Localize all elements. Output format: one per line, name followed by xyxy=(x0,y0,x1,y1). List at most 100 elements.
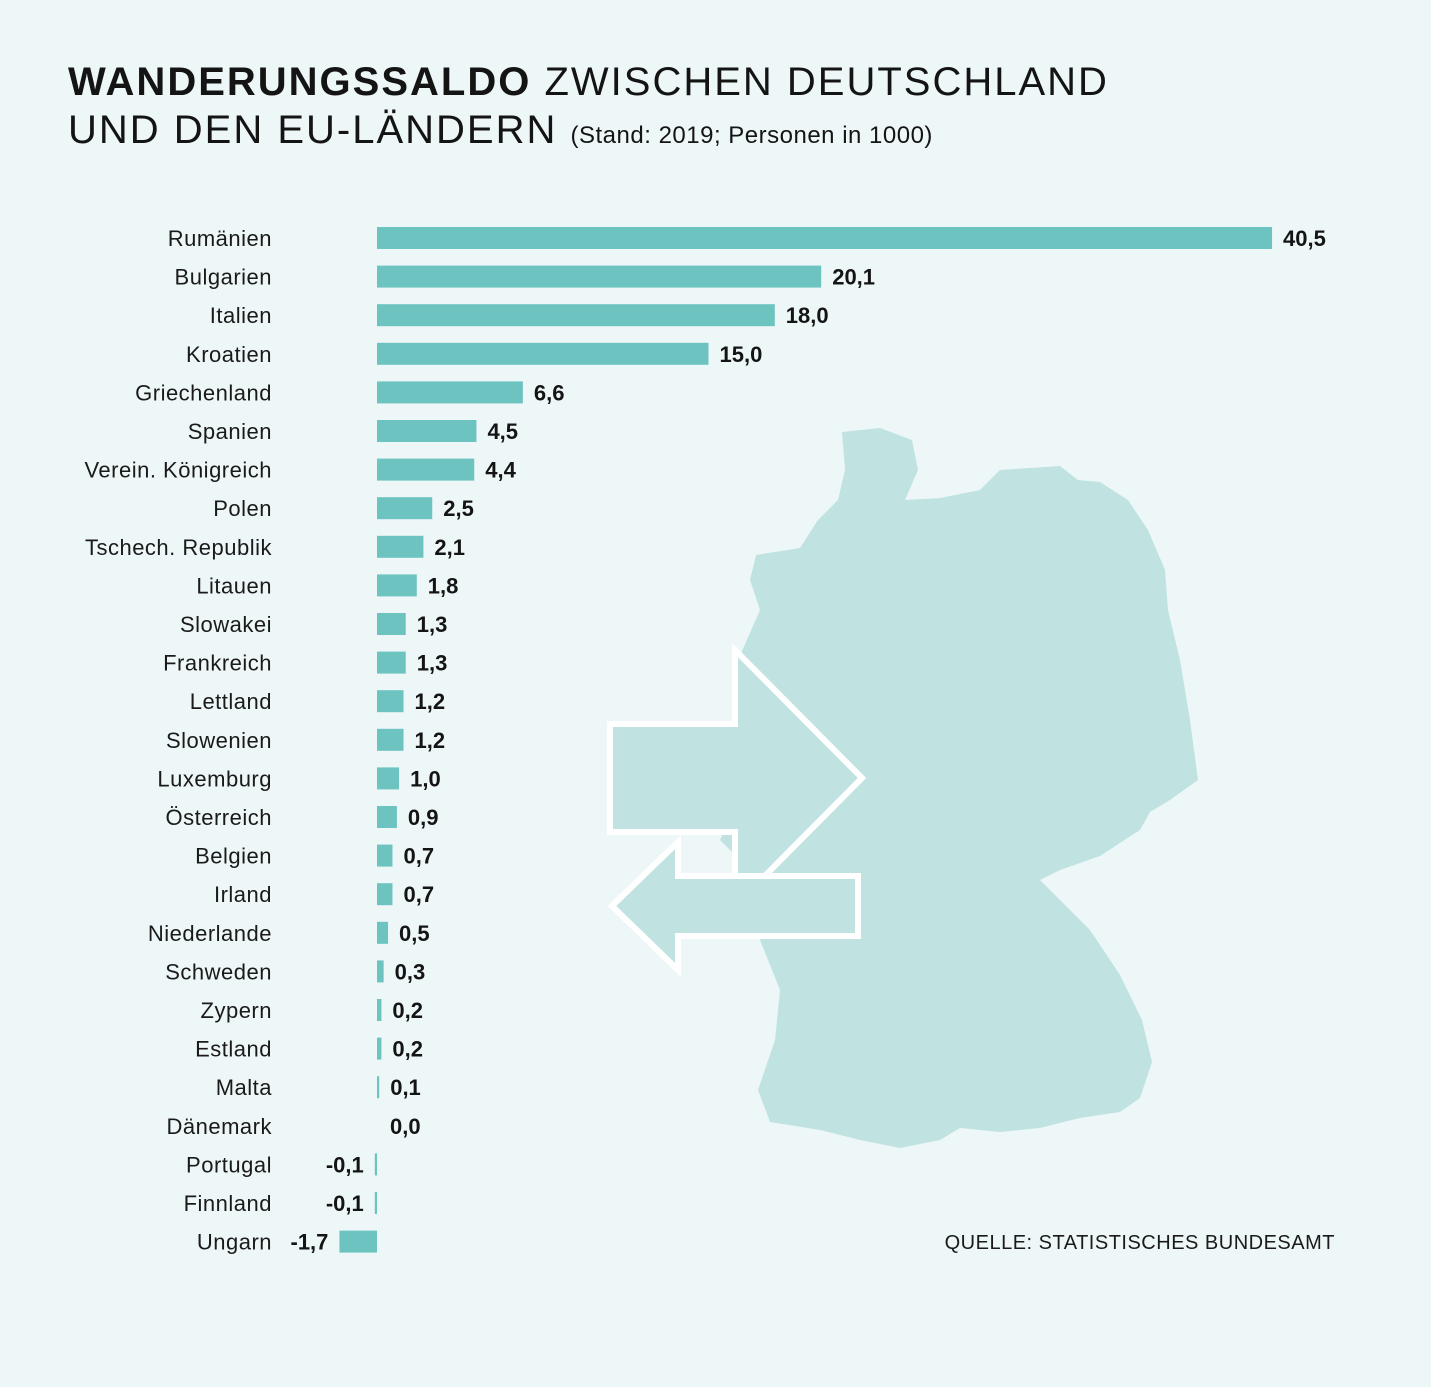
bar xyxy=(377,227,1273,249)
bar xyxy=(377,342,709,365)
bar-row: Tschech. Republik 2,1 xyxy=(85,535,465,560)
bar xyxy=(374,1153,377,1176)
bar-row: Spanien 4,5 xyxy=(188,419,518,444)
bar-row: Polen 2,5 xyxy=(213,496,474,521)
chart-title: WANDERUNGSSALDO ZWISCHEN DEUTSCHLAND UND… xyxy=(68,58,1109,160)
value-label: -1,7 xyxy=(291,1230,329,1255)
bar-row: Slowakei 1,3 xyxy=(180,612,447,637)
value-label: 20,1 xyxy=(832,265,875,290)
value-label: 0,2 xyxy=(392,998,423,1023)
bar xyxy=(339,1230,377,1253)
bar-row: Belgien 0,7 xyxy=(195,844,434,869)
bar-row: Niederlande 0,5 xyxy=(148,921,430,946)
bar xyxy=(377,844,393,867)
bar-row: Ungarn -1,7 xyxy=(197,1230,377,1255)
bar-row: Dänemark 0,0 xyxy=(167,1114,421,1139)
title-line-2: UND DEN EU-LÄNDERN (Stand: 2019; Persone… xyxy=(68,106,1109,160)
value-label: 0,7 xyxy=(403,882,434,907)
bar-row: Litauen 1,8 xyxy=(196,573,458,598)
bar xyxy=(377,999,382,1021)
category-label: Luxemburg xyxy=(157,766,272,791)
value-label: 1,2 xyxy=(415,689,446,714)
value-label: 0,5 xyxy=(399,921,430,946)
category-label: Verein. Königreich xyxy=(84,458,272,483)
category-label: Niederlande xyxy=(148,921,272,946)
germany-map-shape xyxy=(720,428,1198,1148)
bar xyxy=(377,1037,382,1060)
bar-row: Griechenland 6,6 xyxy=(135,380,564,405)
bar-row: Slowenien 1,2 xyxy=(166,728,445,753)
category-label: Schweden xyxy=(165,959,272,984)
bar-row: Estland 0,2 xyxy=(195,1037,423,1062)
bar xyxy=(377,960,384,983)
value-label: 1,2 xyxy=(415,728,446,753)
category-label: Ungarn xyxy=(197,1230,272,1255)
category-label: Slowakei xyxy=(180,612,272,637)
value-label: 15,0 xyxy=(720,342,763,367)
value-label: 2,1 xyxy=(434,535,465,560)
value-label: 1,8 xyxy=(428,573,459,598)
bar-row: Kroatien 15,0 xyxy=(186,342,762,367)
bar xyxy=(377,574,417,597)
category-label: Zypern xyxy=(201,998,272,1023)
category-label: Irland xyxy=(214,882,272,907)
bar xyxy=(377,265,822,288)
bar xyxy=(377,883,393,906)
category-label: Polen xyxy=(213,496,272,521)
bar-row: Österreich 0,9 xyxy=(166,805,439,830)
category-label: Griechenland xyxy=(135,380,272,405)
arrow-right-icon xyxy=(607,642,867,914)
category-label: Dänemark xyxy=(167,1114,273,1139)
value-label: 0,3 xyxy=(395,959,426,984)
germany-map-decoration xyxy=(607,428,1198,1148)
bar xyxy=(377,921,389,944)
bar xyxy=(377,535,424,558)
bar xyxy=(374,1192,377,1214)
bar-row: Finnland -0,1 xyxy=(184,1191,377,1216)
category-label: Frankreich xyxy=(163,651,272,676)
source-note: QUELLE: STATISTISCHES BUNDESAMT xyxy=(944,1232,1335,1254)
bar-row: Lettland 1,2 xyxy=(190,689,445,714)
value-label: 40,5 xyxy=(1283,226,1326,251)
category-label: Spanien xyxy=(188,419,272,444)
bar xyxy=(377,651,406,674)
value-label: 1,3 xyxy=(417,651,448,676)
bars-layer: Rumänien 40,5 Bulgarien 20,1 Italien 18,0 Kroa… xyxy=(84,226,1325,1255)
arrow-left-icon xyxy=(607,834,861,978)
bar-row: Rumänien 40,5 xyxy=(168,226,1326,251)
bar xyxy=(377,690,404,713)
bar xyxy=(377,806,397,828)
bar xyxy=(377,1076,380,1099)
bar xyxy=(377,304,775,327)
category-label: Finnland xyxy=(184,1191,272,1216)
value-label: 4,5 xyxy=(487,419,518,444)
bar-row: Zypern 0,2 xyxy=(201,998,423,1023)
chart-subtitle: (Stand: 2019; Personen in 1000) xyxy=(570,122,933,149)
bar-row: Bulgarien 20,1 xyxy=(175,265,875,290)
bar-row: Schweden 0,3 xyxy=(165,959,425,984)
value-label: 6,6 xyxy=(534,380,565,405)
bar-row: Luxemburg 1,0 xyxy=(157,766,440,791)
value-label: 18,0 xyxy=(786,303,829,328)
value-label: 0,7 xyxy=(403,844,434,869)
bar xyxy=(377,420,477,442)
value-label: 0,1 xyxy=(390,1075,421,1100)
value-label: 0,2 xyxy=(392,1037,423,1062)
value-label: 1,0 xyxy=(410,766,441,791)
category-label: Slowenien xyxy=(166,728,272,753)
title-line-1: WANDERUNGSSALDO ZWISCHEN DEUTSCHLAND xyxy=(68,58,1109,106)
category-label: Portugal xyxy=(186,1152,272,1177)
bar-row: Frankreich 1,3 xyxy=(163,651,447,676)
value-label: 0,0 xyxy=(390,1114,421,1139)
value-label: -0,1 xyxy=(326,1152,364,1177)
bar xyxy=(377,458,475,481)
title-line-2-text: UND DEN EU-LÄNDERN xyxy=(68,108,558,152)
bar xyxy=(377,728,404,751)
category-label: Belgien xyxy=(195,844,272,869)
value-label: 4,4 xyxy=(485,458,516,483)
value-label: 1,3 xyxy=(417,612,448,637)
bar-row: Irland 0,7 xyxy=(214,882,434,907)
bar xyxy=(377,381,523,404)
title-light-part: ZWISCHEN DEUTSCHLAND xyxy=(544,60,1109,104)
